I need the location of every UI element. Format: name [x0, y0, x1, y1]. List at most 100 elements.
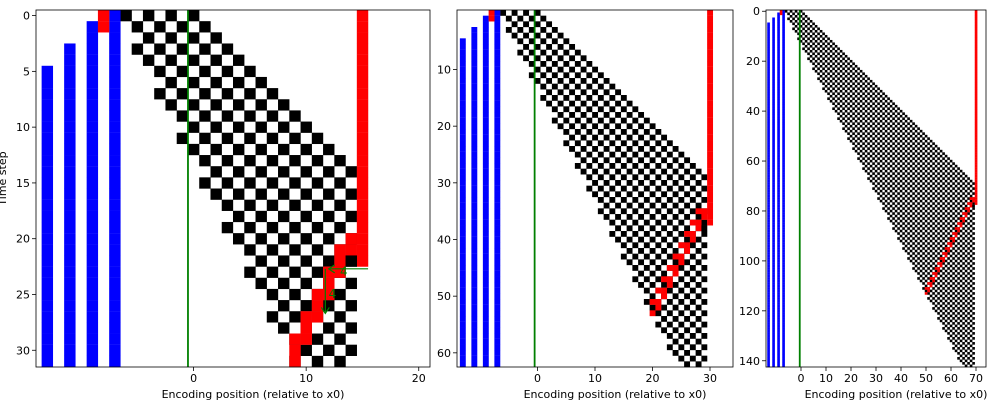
- blue-cell: [494, 248, 501, 254]
- checker-cell: [289, 155, 301, 167]
- checker-cell: [957, 262, 960, 265]
- checker-cell: [962, 327, 965, 330]
- checker-cell: [877, 132, 880, 135]
- blue-cell: [494, 350, 501, 356]
- blue-cell: [482, 248, 489, 254]
- checker-cell: [877, 147, 880, 150]
- checker-cell: [684, 236, 691, 243]
- checker-cell: [937, 192, 940, 195]
- checker-cell: [244, 199, 256, 211]
- checker-cell: [967, 357, 970, 360]
- checker-cell: [176, 132, 189, 145]
- checker-cell: [924, 264, 928, 268]
- checker-cell: [854, 129, 858, 133]
- checker-cell: [887, 102, 890, 106]
- checker-cell: [849, 89, 853, 93]
- checker-cell: [569, 44, 576, 50]
- checker-cell: [540, 38, 547, 45]
- checker-cell: [832, 87, 835, 91]
- checker-cell: [872, 172, 875, 175]
- blue-cell: [459, 248, 466, 254]
- checker-cell: [954, 224, 958, 228]
- checker-cell: [852, 137, 855, 140]
- blue-cell: [482, 78, 489, 84]
- checker-cell: [967, 342, 970, 345]
- checker-cell: [603, 191, 610, 198]
- checker-cell: [862, 92, 865, 96]
- blue-cell: [767, 94, 770, 98]
- checker-cell: [859, 74, 863, 78]
- checker-cell: [939, 289, 943, 293]
- blue-cell: [782, 262, 785, 265]
- blue-cell: [459, 361, 466, 368]
- checker-cell: [949, 274, 953, 278]
- checker-cell: [954, 199, 958, 203]
- checker-cell: [949, 179, 953, 183]
- checker-cell: [857, 137, 860, 140]
- checker-cell: [969, 224, 973, 228]
- checker-cell: [684, 361, 691, 368]
- checker-cell: [924, 179, 928, 183]
- checker-cell: [689, 321, 696, 328]
- checker-cell: [603, 180, 610, 186]
- checker-cell: [695, 282, 702, 288]
- checker-cell: [857, 87, 860, 91]
- checker-cell: [972, 297, 975, 300]
- blue-cell: [782, 359, 785, 363]
- checker-cell: [661, 191, 668, 198]
- x-axis-label: Encoding position (relative to x0): [805, 388, 988, 401]
- blue-cell: [772, 124, 775, 128]
- blue-cell: [86, 277, 99, 290]
- checker-cell: [969, 229, 973, 233]
- blue-cell: [471, 321, 478, 328]
- checker-cell: [546, 55, 553, 62]
- red-diagonal-cell: [678, 259, 685, 266]
- checker-cell: [934, 199, 938, 203]
- red-column-cell: [974, 162, 978, 165]
- checker-cell: [969, 339, 973, 343]
- blue-cell: [494, 231, 501, 237]
- checker-cell: [907, 132, 910, 135]
- checker-cell: [289, 221, 301, 234]
- blue-cell: [64, 188, 76, 200]
- checker-cell: [615, 134, 622, 141]
- checker-cell: [569, 89, 576, 96]
- checker-cell: [814, 24, 818, 28]
- checker-cell: [869, 114, 873, 118]
- checker-cell: [967, 332, 970, 335]
- y-tick-label: 10: [16, 121, 30, 134]
- checker-cell: [877, 107, 880, 111]
- checker-cell: [907, 152, 910, 155]
- blue-cell: [471, 316, 478, 322]
- checker-cell: [867, 137, 870, 140]
- checker-cell: [882, 107, 885, 111]
- blue-cell: [494, 10, 501, 16]
- checker-cell: [849, 94, 853, 98]
- checker-cell: [912, 177, 915, 180]
- red-column-cell: [974, 177, 978, 180]
- checker-cell: [954, 204, 958, 208]
- checker-cell: [842, 77, 845, 81]
- checker-cell: [844, 64, 848, 68]
- red-diagonal-cell: [932, 277, 935, 280]
- checker-cell: [884, 144, 888, 148]
- red-diagonal-cell: [323, 288, 335, 301]
- checker-cell: [511, 21, 518, 28]
- checker-cell: [563, 72, 570, 79]
- blue-cell: [482, 316, 489, 322]
- checker-cell: [867, 102, 870, 106]
- checker-cell: [839, 49, 843, 53]
- checker-cell: [972, 242, 975, 245]
- blue-cell: [777, 74, 780, 78]
- checker-cell: [289, 110, 301, 122]
- blue-cell: [64, 110, 76, 122]
- red-column-cell: [974, 147, 978, 150]
- checker-cell: [278, 300, 290, 312]
- blue-cell: [494, 123, 501, 130]
- checker-cell: [972, 352, 975, 355]
- checker-cell: [944, 214, 948, 218]
- checker-cell: [859, 144, 863, 148]
- blue-cell: [782, 364, 785, 368]
- checker-cell: [909, 134, 913, 138]
- checker-cell: [789, 19, 793, 23]
